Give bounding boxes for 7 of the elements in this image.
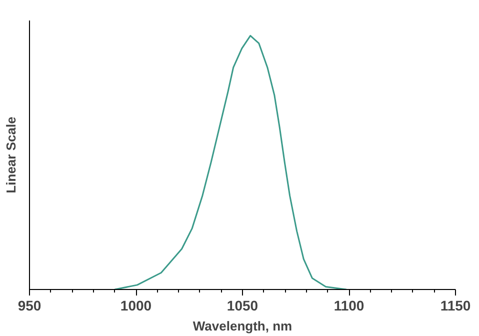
y-axis-title: Linear Scale bbox=[4, 116, 18, 194]
x-tick-label: 1050 bbox=[226, 298, 258, 314]
x-tick-label: 1000 bbox=[120, 298, 152, 314]
x-tick-label: 1150 bbox=[440, 298, 471, 314]
x-axis-title: Wavelength, nm bbox=[192, 318, 292, 334]
x-tick-label: 950 bbox=[18, 298, 42, 314]
x-tick-label: 1100 bbox=[334, 298, 364, 314]
